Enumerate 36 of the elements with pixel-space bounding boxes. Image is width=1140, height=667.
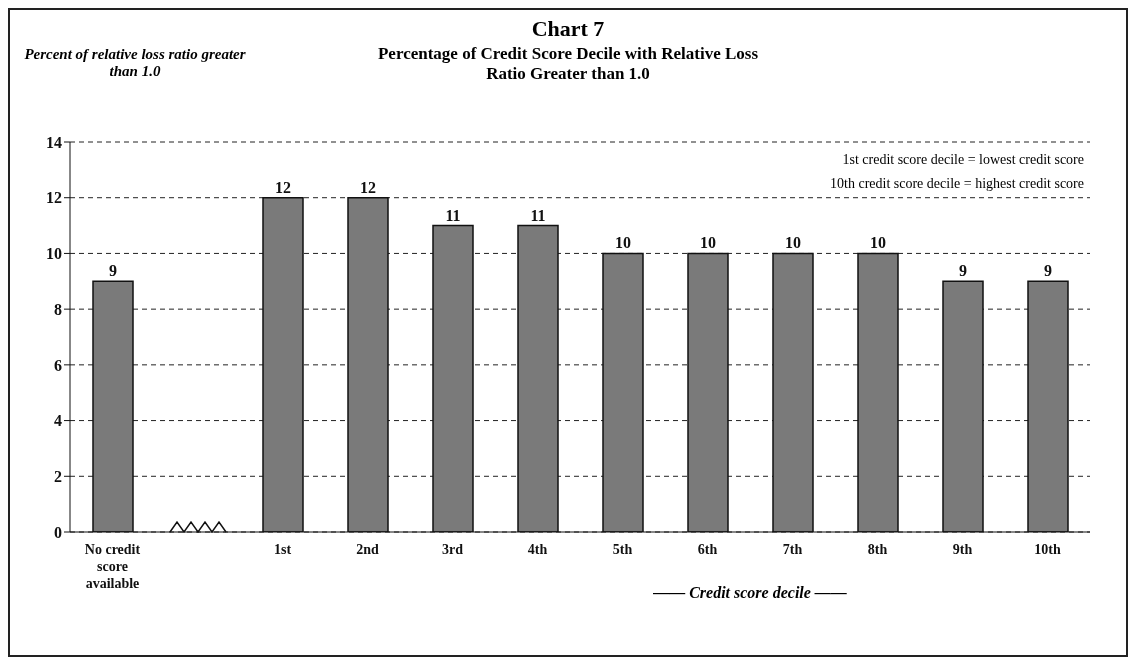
x-tick-label: 2nd <box>356 542 379 557</box>
data-label: 9 <box>1044 262 1052 280</box>
chart-title: Chart 7 <box>530 16 606 42</box>
y-tick-label: 12 <box>46 189 62 207</box>
y-tick-label: 10 <box>46 245 62 263</box>
y-tick-label: 6 <box>54 356 62 374</box>
y-axis-title: Percent of relative loss ratio greater than 1.0 <box>23 46 247 80</box>
annotation: 10th credit score decile = highest credit score <box>830 175 1084 193</box>
data-label: 11 <box>530 206 546 224</box>
data-label: 10 <box>870 234 886 252</box>
x-tick-label: 9th <box>952 542 973 557</box>
chart-subtitle: Percentage of Credit Score Decile with Relative Loss Ratio Greater than 1.0 <box>376 44 759 84</box>
x-tick-label: 8th <box>867 542 888 557</box>
x-axis-title: —— Credit score decile —— <box>653 584 847 601</box>
y-tick-label: 0 <box>54 523 62 541</box>
y-tick-label: 8 <box>54 300 62 318</box>
y-tick-label: 14 <box>46 133 62 151</box>
x-tick-label: 3rd <box>442 542 464 557</box>
data-label: 10 <box>615 234 631 252</box>
y-tick-label: 2 <box>54 467 62 485</box>
y-tick-label: 4 <box>54 412 62 430</box>
annotation: 1st credit score decile = lowest credit score <box>841 151 1084 169</box>
data-label: 9 <box>109 262 117 280</box>
x-tick-label: 5th <box>612 542 633 557</box>
data-label: 12 <box>360 178 376 196</box>
data-label: 10 <box>785 234 801 252</box>
x-tick-label: 7th <box>782 542 803 557</box>
data-label: 11 <box>445 206 461 224</box>
data-label: 10 <box>700 234 716 252</box>
data-label: 9 <box>959 262 967 280</box>
x-tick-label: 6th <box>697 542 718 557</box>
x-tick-label: 10th <box>1034 542 1061 557</box>
data-label: 12 <box>275 178 291 196</box>
x-tick-label: 1st <box>273 542 292 557</box>
x-tick-label: No credit score available <box>84 542 141 591</box>
x-tick-label: 4th <box>527 542 548 557</box>
